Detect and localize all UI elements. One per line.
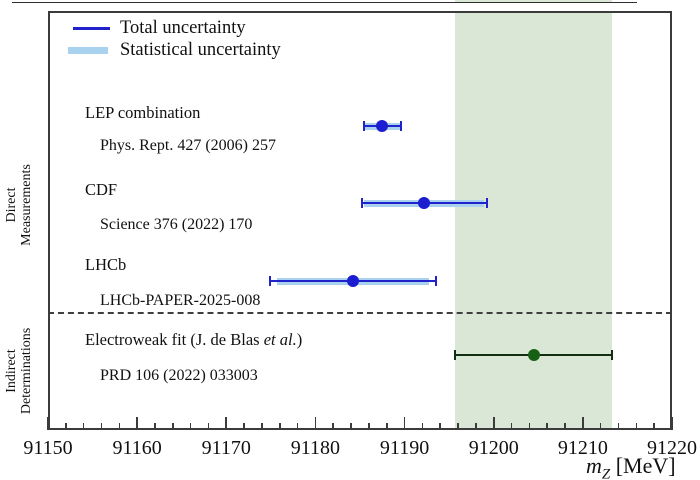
data-point-marker — [376, 120, 389, 132]
x-major-tick — [47, 417, 49, 430]
x-tick-label: 91150 — [23, 437, 73, 459]
top-edge-artifact-band — [455, 0, 613, 2]
data-point-marker — [418, 197, 431, 209]
x-minor-tick — [296, 423, 299, 430]
x-minor-tick — [653, 423, 655, 430]
error-cap-right — [434, 276, 437, 286]
x-minor-tick — [564, 423, 566, 430]
entry-label-lep: LEP combination — [85, 103, 201, 122]
x-minor-tick — [635, 423, 638, 430]
x-minor-tick — [243, 423, 245, 430]
error-cap-right — [611, 350, 614, 360]
x-axis-title: mZ [MeV] — [586, 453, 676, 480]
x-minor-tick — [439, 423, 442, 430]
x-minor-tick — [82, 423, 85, 430]
x-tick-label: 91190 — [379, 437, 430, 459]
plot-area: Total uncertainty Statistical uncertaint… — [47, 11, 673, 430]
ew-label-italic: et al. — [263, 330, 297, 349]
top-edge-artifact-line — [12, 1, 637, 4]
total-uncertainty-swatch — [73, 27, 110, 30]
section-label-direct: Direct Measurements — [4, 135, 34, 275]
x-tick-label: 91160 — [112, 437, 162, 459]
direct-indirect-separator — [48, 312, 672, 314]
x-minor-tick — [100, 423, 103, 430]
x-tick-label: 91180 — [290, 437, 341, 459]
error-cap-right — [485, 198, 488, 208]
error-cap-left — [362, 121, 365, 131]
section-indirect-line2: Determinations — [19, 327, 34, 415]
x-tick-label: 91220 — [647, 437, 697, 459]
x-minor-tick — [278, 423, 281, 430]
x-minor-tick — [261, 423, 263, 430]
x-major-tick — [671, 417, 673, 430]
x-minor-tick — [332, 423, 335, 430]
error-cap-left — [454, 350, 457, 360]
x-tick-label: 91200 — [468, 437, 519, 459]
x-minor-tick — [510, 423, 513, 430]
x-minor-tick — [599, 423, 602, 430]
entry-label-ew-fit: Electroweak fit (J. de Blas et al.) — [85, 330, 302, 350]
x-axis-unit: [MeV] — [610, 453, 676, 478]
x-major-tick — [136, 417, 138, 430]
section-direct-line1: Direct — [4, 187, 19, 223]
x-minor-tick — [368, 423, 370, 430]
x-minor-tick — [546, 423, 548, 430]
x-tick-label: 91170 — [201, 437, 251, 459]
x-minor-tick — [350, 423, 352, 430]
x-minor-tick — [65, 423, 67, 430]
section-direct-line2: Measurements — [19, 164, 34, 246]
ew-fit-uncertainty-band — [455, 11, 613, 430]
x-minor-tick — [189, 423, 192, 430]
section-indirect-line1: Indirect — [4, 349, 19, 393]
x-minor-tick — [617, 423, 620, 430]
x-axis-symbol: m — [586, 453, 602, 478]
x-minor-tick — [457, 423, 459, 430]
x-major-tick — [492, 417, 495, 430]
entry-reference-lhcb: LHCb-PAPER-2025-008 — [100, 292, 261, 309]
ew-label-suffix: ) — [296, 330, 303, 349]
statistical-uncertainty-swatch — [68, 47, 108, 54]
x-minor-tick — [475, 423, 477, 430]
entry-reference-ew-fit: PRD 106 (2022) 033003 — [100, 367, 258, 384]
ew-label-prefix: Electroweak fit (J. de Blas — [85, 330, 264, 349]
error-cap-left — [268, 276, 271, 286]
x-axis-subscript: Z — [601, 466, 611, 480]
x-minor-tick — [421, 423, 424, 430]
error-cap-right — [400, 121, 402, 131]
error-cap-left — [360, 198, 363, 208]
x-minor-tick — [154, 423, 156, 430]
entry-reference-cdf: Science 376 (2022) 170 — [100, 216, 253, 233]
entry-label-lhcb: LHCb — [85, 255, 127, 274]
x-minor-tick — [385, 423, 388, 430]
legend-label-statistical: Statistical uncertainty — [120, 40, 281, 60]
section-label-indirect: Indirect Determinations — [4, 301, 34, 441]
x-tick-label: 91210 — [557, 437, 608, 459]
x-major-tick — [225, 417, 228, 430]
entry-label-cdf: CDF — [85, 180, 118, 199]
x-major-tick — [403, 417, 406, 430]
x-minor-tick — [172, 423, 174, 430]
x-minor-tick — [207, 423, 210, 430]
legend-label-total: Total uncertainty — [120, 18, 246, 38]
x-major-tick — [582, 417, 584, 430]
x-minor-tick — [528, 423, 531, 430]
x-major-tick — [314, 417, 317, 430]
data-point-marker — [527, 349, 540, 361]
data-point-marker — [346, 275, 359, 287]
entry-reference-lep: Phys. Rept. 427 (2006) 257 — [100, 137, 276, 154]
x-minor-tick — [118, 423, 121, 430]
